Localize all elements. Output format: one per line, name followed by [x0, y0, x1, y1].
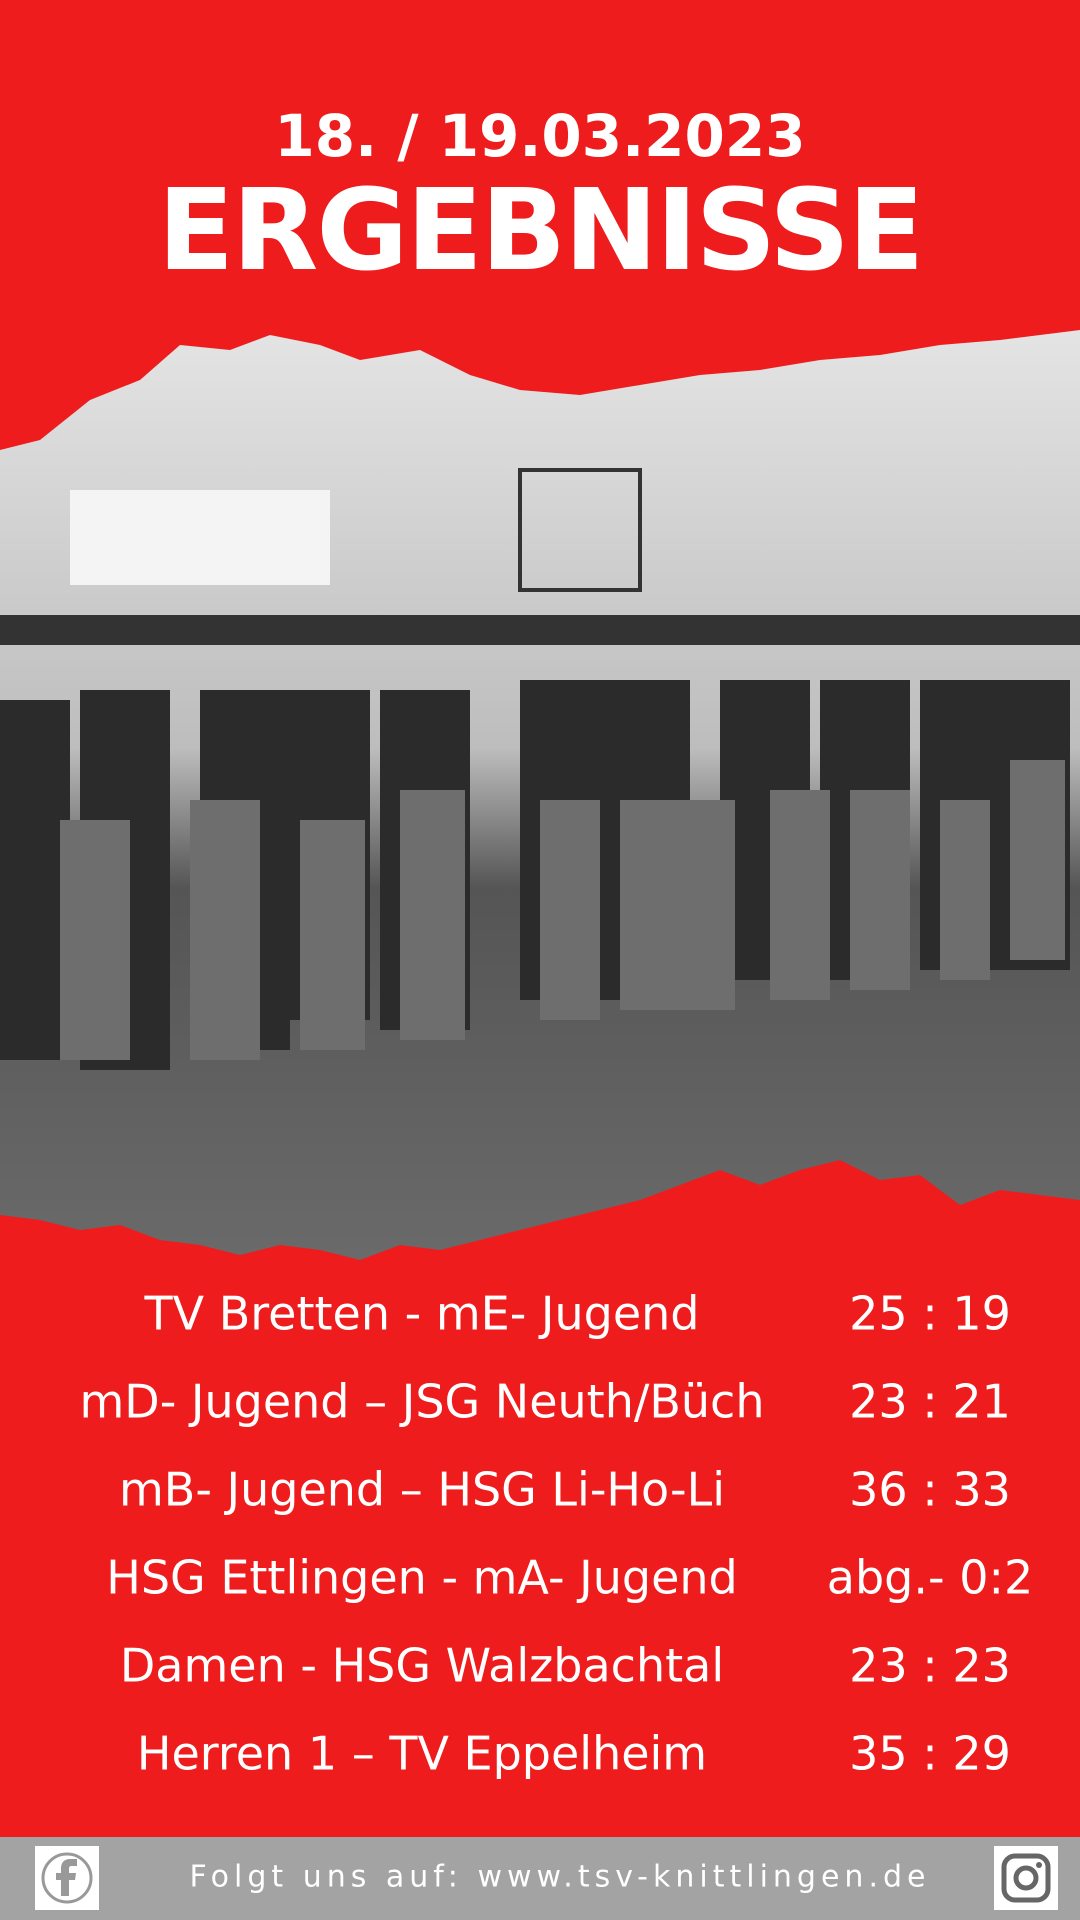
facebook-icon[interactable]	[35, 1846, 99, 1910]
score: 25 : 19	[849, 1287, 1011, 1341]
match: mD- Jugend – JSG Neuth/Büch	[79, 1375, 764, 1429]
score: 23 : 23	[849, 1639, 1011, 1693]
score: 35 : 29	[849, 1727, 1011, 1781]
match: TV Bretten - mE- Jugend	[144, 1287, 700, 1341]
match: Damen - HSG Walzbachtal	[120, 1639, 724, 1693]
results: TV Bretten - mE- Jugend 25 : 19 mD- Jugend…	[79, 1287, 1033, 1781]
footer-text: Folgt uns auf: www.tsv-knittlingen.de	[190, 1860, 931, 1895]
date: 18. / 19.03.2023	[274, 102, 805, 170]
match: Herren 1 – TV Eppelheim	[137, 1727, 707, 1781]
score: abg.- 0:2	[827, 1551, 1033, 1605]
score: 36 : 33	[849, 1463, 1011, 1517]
instagram-icon[interactable]	[994, 1846, 1058, 1910]
match: mB- Jugend – HSG Li-Ho-Li	[119, 1463, 725, 1517]
title: ERGEBNISSE	[158, 166, 923, 296]
photo	[0, 330, 1080, 1260]
footer-bar	[0, 1837, 1080, 1920]
match: HSG Ettlingen - mA- Jugend	[106, 1551, 737, 1605]
score: 23 : 21	[849, 1375, 1011, 1429]
